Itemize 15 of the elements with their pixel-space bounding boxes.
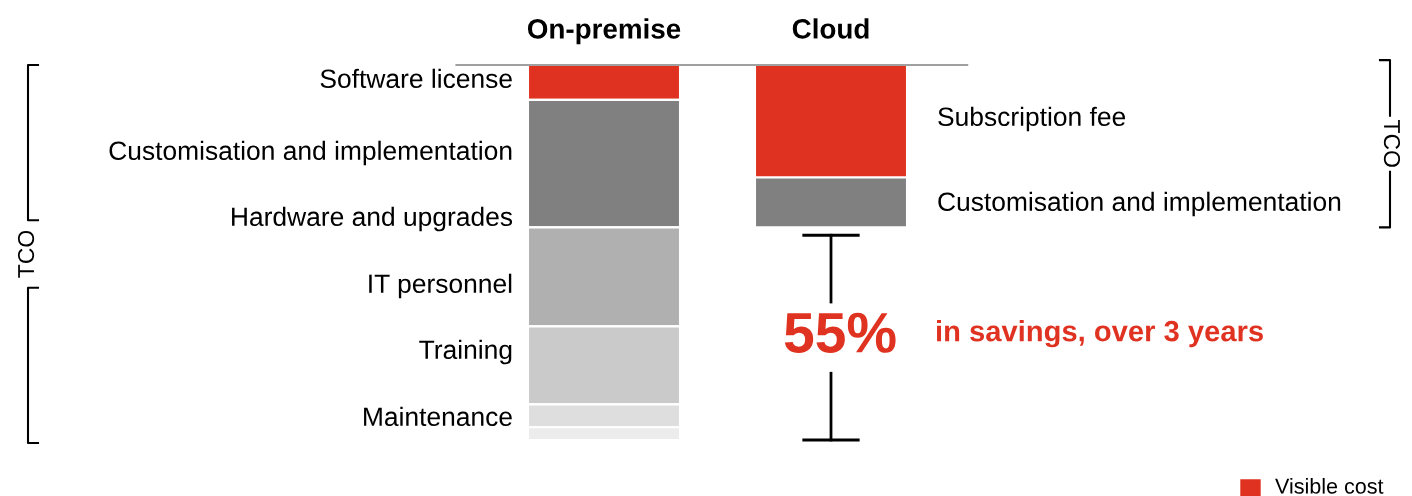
annotation: in savings, over 3 years: [937, 320, 1263, 348]
text: Visible cost: [1275, 477, 1384, 494]
annotation: Training: [419, 339, 512, 365]
x-tick-label: On-premise: [527, 18, 681, 45]
annotation: Subscription fee: [938, 106, 1126, 132]
annotation: Software license: [320, 68, 512, 89]
annotation: Customisation and implementation: [938, 191, 1341, 217]
annotation: Maintenance: [364, 406, 512, 427]
annotation: IT personnel: [369, 273, 512, 299]
text: TCO: [1383, 120, 1401, 167]
annotation: 55%: [784, 312, 896, 353]
annotation: Hardware and upgrades: [232, 206, 513, 232]
text: TCO: [17, 230, 35, 278]
x-tick-label: Cloud: [792, 18, 869, 39]
annotation: Customisation and implementation: [109, 140, 512, 166]
